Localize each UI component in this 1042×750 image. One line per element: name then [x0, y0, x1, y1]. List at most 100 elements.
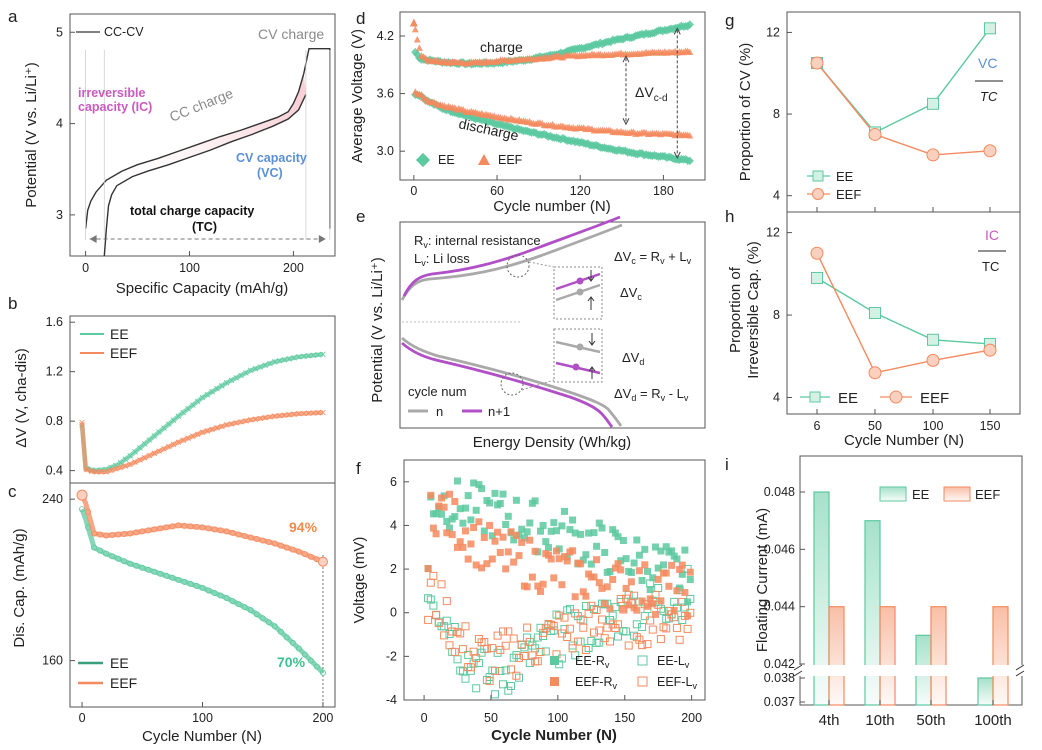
point-eef-rv: [635, 567, 643, 575]
point-eef-lv: [509, 634, 518, 643]
panel-c-legend-ee: EE: [110, 655, 129, 671]
y-tick-label: 6: [390, 475, 397, 489]
legend-eef-lv: EEF-Lv: [657, 675, 697, 691]
point-eef-lv: [472, 654, 481, 663]
x-tick-label: 0: [82, 261, 89, 275]
delta-v-label: ΔVc-d: [635, 84, 668, 104]
axis-break-right: [1015, 664, 1025, 677]
point-eef-lv: [635, 635, 644, 644]
point-eef-lv: [573, 637, 582, 646]
point-eef: [233, 420, 239, 426]
panel-h-legend-ee-marker: [809, 391, 821, 403]
point-ee: [307, 657, 314, 664]
x-tick-label: 200: [681, 711, 702, 725]
point-eef-lv: [539, 628, 548, 637]
point-eef: [199, 429, 206, 436]
y-tick-label: 1.6: [46, 315, 63, 329]
point-ee-lv: [640, 612, 649, 621]
point-eef-lv: [523, 623, 532, 632]
point-eef: [170, 441, 177, 448]
point-ee-lv: [501, 666, 510, 675]
x-tick-label: 10th: [865, 712, 894, 729]
point-eef-rv: [684, 612, 692, 620]
curve-discharge-n: [401, 336, 623, 427]
vc-label-1: CV capacity: [236, 151, 307, 165]
point-eef-lv: [424, 615, 433, 624]
tc-label-1: total charge capacity: [130, 204, 254, 218]
point-ee-rv: [475, 481, 483, 489]
point-ee: [262, 362, 268, 368]
point-eef-lv: [469, 647, 478, 656]
point-ee: [300, 353, 307, 360]
point-eef-lv: [533, 657, 542, 666]
panel-label-f: f: [356, 459, 361, 478]
point-eef: [169, 523, 176, 530]
panel-f-frame: [403, 459, 706, 701]
panel-i-ylabel: Floating Current (mA): [754, 508, 771, 652]
point-ee-lv: [499, 680, 507, 689]
point-eef: [686, 132, 694, 139]
point-eef-lv: [488, 644, 497, 653]
x-tick-label: 100: [923, 419, 944, 433]
point-ee: [169, 574, 176, 581]
point-ee: [121, 558, 128, 565]
point-eef-rv: [657, 597, 665, 605]
panel-c-frame: [69, 482, 336, 708]
y-tick-label: 0.037: [764, 695, 795, 709]
point-eef-lv: [656, 635, 665, 644]
point-eef: [137, 457, 143, 463]
point-ee-lv: [576, 637, 585, 646]
panel-i-plot: 4th 10th 50th 100th 0.042 0.044 0.046 0.048 0.03…: [764, 485, 1027, 729]
point-eef-rv: [470, 524, 478, 531]
point-eef-rv: [662, 569, 670, 577]
tc-arrow-left: [89, 235, 97, 243]
point-eef: [98, 469, 105, 475]
point-eef-rv: [534, 582, 542, 590]
point-ee: [811, 271, 823, 284]
point-eef-rv: [611, 564, 619, 572]
point-ee-lv: [659, 606, 668, 615]
point-eef-lv: [440, 631, 449, 640]
point-ee: [276, 358, 283, 364]
panel-d-xlabel: Cycle number (N): [493, 198, 611, 215]
point-ee-rv: [598, 524, 606, 532]
tc-label-2: (TC): [192, 220, 217, 234]
point-ee-lv: [456, 666, 465, 675]
point-ee: [127, 453, 133, 459]
point-eef-rv: [440, 503, 448, 511]
y-tick-label: 2: [390, 562, 397, 576]
point-eef: [121, 531, 128, 538]
point-eef: [281, 412, 288, 418]
point-eef-lv: [461, 622, 470, 631]
point-ee-rv: [512, 496, 520, 504]
point-ee-rv: [684, 598, 692, 606]
point-eef-lv: [458, 645, 467, 654]
point-eef-lv: [651, 590, 660, 599]
point-ee-lv: [515, 673, 523, 682]
eef-first-point: [76, 489, 88, 501]
series-eef: [816, 62, 991, 156]
point-ee: [91, 544, 98, 551]
panel-b-legend-eef: EEF: [110, 345, 137, 361]
point-eef: [259, 537, 266, 544]
point-ee-rv: [627, 569, 635, 576]
panel-g-frame: [786, 11, 1021, 213]
inset-discharge-dot-n: [576, 343, 584, 351]
point-eef-rv: [553, 547, 560, 555]
curve-discharge-n1: [401, 341, 614, 428]
point-ee-rv: [619, 537, 627, 544]
point-ee-rv: [518, 525, 526, 533]
y-tick-label: 0.042: [764, 657, 795, 671]
y-tick-label: 12: [766, 25, 780, 39]
point-ee: [133, 562, 140, 569]
point-ee-rv: [531, 497, 539, 505]
point-ee-lv: [512, 651, 521, 660]
legend-eef-lv-marker: [637, 676, 648, 687]
x-tick-label: 100th: [974, 712, 1012, 729]
point-ee-rv: [462, 504, 469, 512]
point-eef-lv: [662, 624, 671, 633]
point-ee-rv: [606, 568, 614, 575]
series-ee: [816, 277, 991, 345]
point-eef-lv: [466, 663, 475, 672]
point-eef: [132, 459, 138, 465]
